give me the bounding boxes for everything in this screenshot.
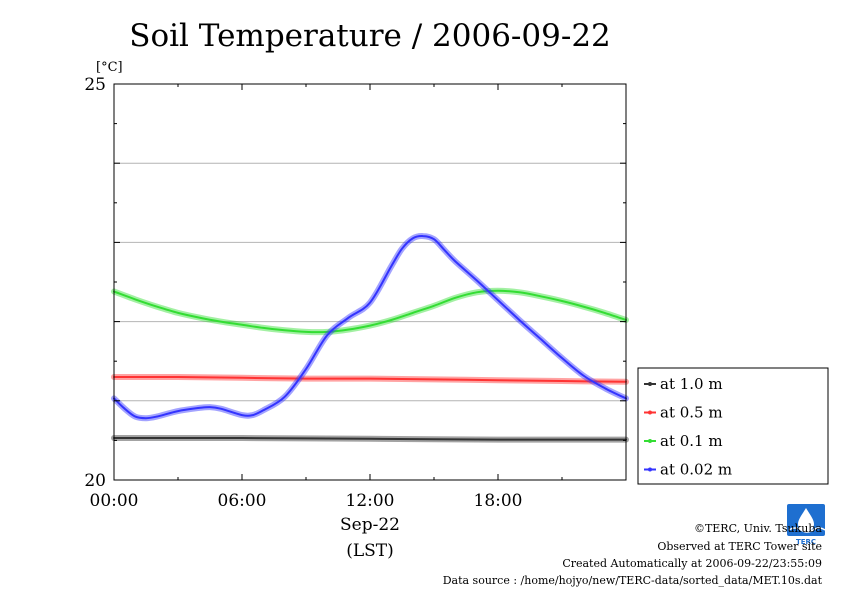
legend-marker <box>648 410 652 415</box>
legend-label: at 0.5 m <box>660 404 723 422</box>
terc-logo: TERC <box>787 504 826 546</box>
x-tick-label: 12:00 <box>346 491 395 511</box>
terc-logo-text: TERC <box>796 538 816 546</box>
x-tick-label: 00:00 <box>90 491 139 511</box>
y-tick-label-top: 25 <box>84 75 106 95</box>
series-line <box>113 375 627 383</box>
wave-icon <box>788 527 826 533</box>
x-tick-label: 06:00 <box>218 491 267 511</box>
legend: at 1.0 m at 0.5 m at 0.1 m at 0.02 m <box>637 367 829 485</box>
legend-box <box>637 367 829 485</box>
credit-observed: Observed at TERC Tower site <box>657 540 822 553</box>
y-tick-label-bottom: 20 <box>84 471 106 491</box>
legend-marker <box>648 467 652 472</box>
series-line <box>113 436 627 441</box>
grid <box>114 162 626 402</box>
plot-frame <box>113 83 627 481</box>
series-line <box>113 289 627 334</box>
legend-label: at 1.0 m <box>660 375 723 393</box>
chart-title: Soil Temperature / 2006-09-22 <box>129 18 611 54</box>
x-tick-label: 18:00 <box>474 491 523 511</box>
credit-created: Created Automatically at 2006-09-22/23:5… <box>562 557 822 570</box>
water-drop-icon <box>798 508 814 532</box>
x-axis-zone-label: (LST) <box>346 541 394 561</box>
plot-series <box>111 233 629 443</box>
y-axis-unit: [°C] <box>96 60 123 75</box>
legend-label: at 0.1 m <box>660 432 723 450</box>
axis-ticks <box>113 83 627 481</box>
legend-marker <box>648 382 652 386</box>
legend-label: at 0.02 m <box>660 461 732 479</box>
x-axis-date-label: Sep-22 <box>340 515 400 535</box>
x-tick-labels: 00:00 06:00 12:00 18:00 <box>90 491 523 511</box>
credit-copyright: ©TERC, Univ. Tsukuba <box>694 522 822 535</box>
credit-source: Data source : /home/hojyo/new/TERC-data/… <box>443 574 823 587</box>
legend-marker <box>648 439 652 443</box>
series-line <box>113 235 627 420</box>
